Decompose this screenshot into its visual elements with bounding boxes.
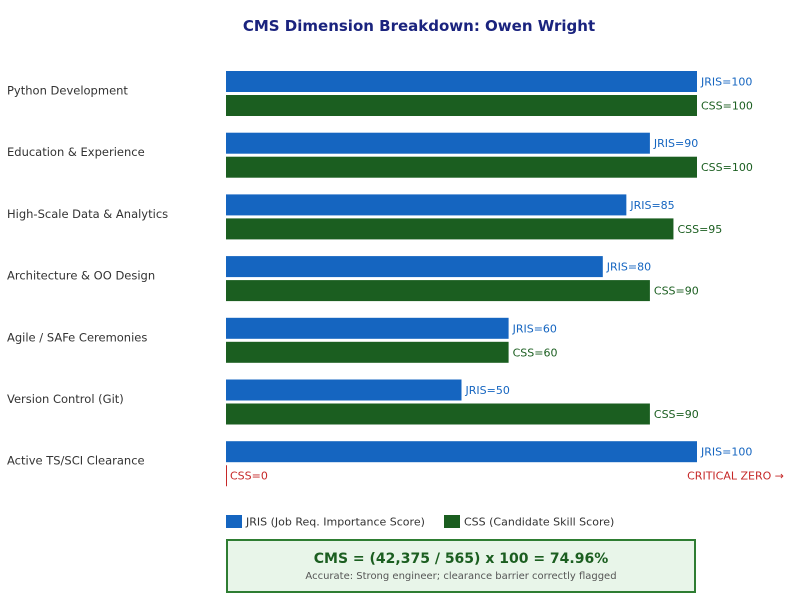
jris-value-label: JRIS=85 xyxy=(629,199,674,212)
bars xyxy=(226,71,697,487)
css-bar xyxy=(226,341,509,363)
jris-value-label: JRIS=100 xyxy=(700,76,752,89)
css-value-label: CSS=60 xyxy=(513,346,558,359)
category-label: High-Scale Data & Analytics xyxy=(7,207,168,221)
jris-bar xyxy=(226,317,509,339)
chart-title: CMS Dimension Breakdown: Owen Wright xyxy=(243,17,595,35)
bar-value-labels: JRIS=100CSS=100JRIS=90CSS=100JRIS=85CSS=… xyxy=(230,76,753,483)
jris-bar xyxy=(226,194,627,216)
legend-swatch xyxy=(226,515,242,528)
cms-summary-box: CMS = (42,375 / 565) x 100 = 74.96% Accu… xyxy=(226,539,696,593)
cms-formula: CMS = (42,375 / 565) x 100 = 74.96% xyxy=(313,551,609,567)
css-value-label: CSS=0 xyxy=(230,470,268,483)
legend: JRIS (Job Req. Importance Score) CSS (Can… xyxy=(226,515,614,529)
jris-value-label: JRIS=60 xyxy=(512,322,557,335)
category-label: Active TS/SCI Clearance xyxy=(7,454,145,468)
category-label: Python Development xyxy=(7,84,128,98)
jris-bar xyxy=(226,379,462,401)
critical-zero-annotation: CRITICAL ZERO → xyxy=(687,470,784,483)
css-value-label: CSS=100 xyxy=(701,161,753,174)
legend-label: JRIS (Job Req. Importance Score) xyxy=(245,516,425,529)
css-bar xyxy=(226,218,674,240)
jris-value-label: JRIS=80 xyxy=(606,261,651,274)
jris-bar xyxy=(226,441,697,463)
category-label: Agile / SAFe Ceremonies xyxy=(7,330,147,344)
css-bar xyxy=(226,280,650,302)
css-value-label: CSS=90 xyxy=(654,408,699,421)
css-value-label: CSS=95 xyxy=(677,223,722,236)
jris-bar xyxy=(226,132,650,154)
cms-note: Accurate: Strong engineer; clearance bar… xyxy=(305,571,617,582)
legend-swatch xyxy=(444,515,460,528)
category-label: Version Control (Git) xyxy=(7,392,124,406)
css-value-label: CSS=90 xyxy=(654,285,699,298)
jris-value-label: JRIS=50 xyxy=(465,384,510,397)
legend-label: CSS (Candidate Skill Score) xyxy=(464,516,614,529)
jris-value-label: JRIS=90 xyxy=(653,137,698,150)
css-bar xyxy=(226,156,697,178)
annotations: CRITICAL ZERO → xyxy=(687,470,784,483)
css-bar xyxy=(226,95,697,116)
css-bar xyxy=(226,403,650,425)
category-labels: Python Development Education & Experience… xyxy=(7,84,168,468)
category-label: Education & Experience xyxy=(7,145,145,159)
jris-bar xyxy=(226,71,697,92)
css-value-label: CSS=100 xyxy=(701,100,753,113)
jris-bar xyxy=(226,256,603,278)
jris-value-label: JRIS=100 xyxy=(700,446,752,459)
category-label: Architecture & OO Design xyxy=(7,269,155,283)
